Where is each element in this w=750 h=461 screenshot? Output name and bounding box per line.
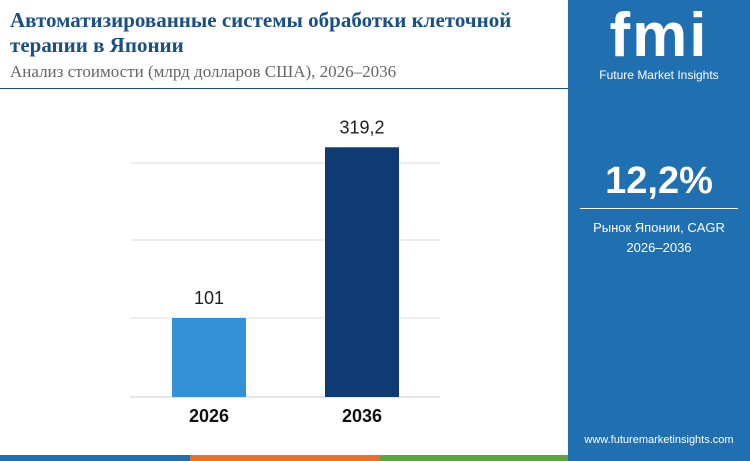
side-panel: fmi Future Market Insights 12,2% Рынок Я… (568, 0, 750, 461)
logo: fmi (609, 1, 709, 70)
value-label: 101 (194, 288, 224, 308)
bar (325, 147, 399, 397)
chart: 2026 101 2036 319,2 (0, 117, 568, 461)
cagr-period: 2026–2036 (626, 240, 692, 255)
divider (580, 208, 738, 209)
footer-strip (0, 455, 190, 461)
brand: Future Market Insights (599, 68, 719, 82)
footer-strip (380, 455, 568, 461)
x-tick-label: 2026 (189, 406, 229, 426)
value-label: 319,2 (339, 117, 384, 137)
cagr-label: Рынок Японии, CAGR (593, 220, 725, 235)
chart-subtitle: Анализ стоимости (млрд долларов США), 20… (10, 62, 397, 81)
chart-title: Автоматизированные системы обработки кле… (10, 8, 512, 57)
bar (172, 317, 246, 397)
cagr-value: 12,2% (605, 160, 713, 202)
footer-strip (190, 455, 380, 461)
divider (0, 88, 568, 89)
x-tick-label: 2036 (342, 406, 382, 426)
website: www.futuremarketinsights.com (584, 434, 734, 446)
